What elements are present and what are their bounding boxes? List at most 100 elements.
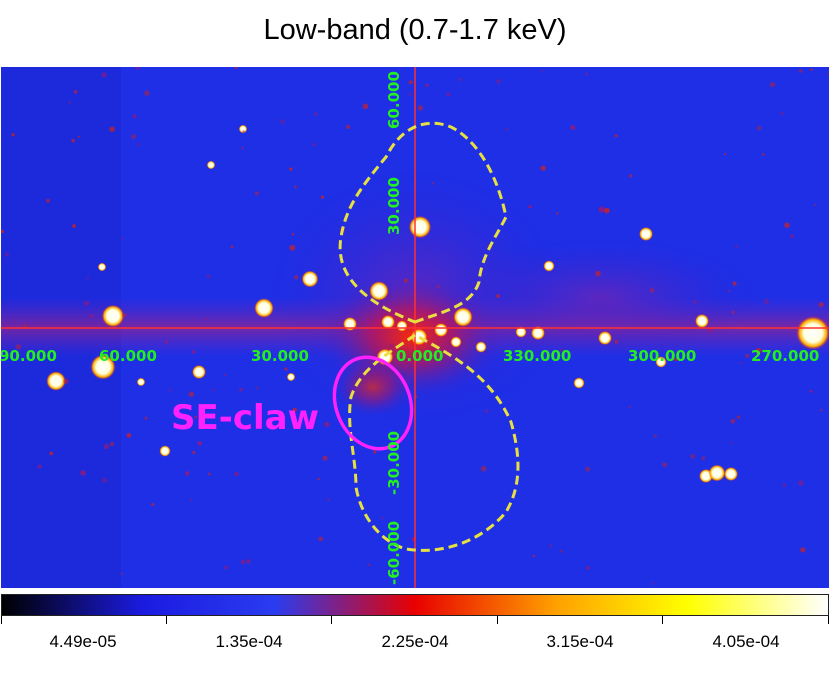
colorbar-gradient [1,594,829,616]
noise-speckle [15,344,22,350]
noise-speckle [293,275,299,280]
noise-speckle [292,407,297,413]
noise-speckle [109,126,115,132]
noise-speckle [322,455,328,461]
noise-speckle [345,124,351,130]
noise-speckle [103,443,110,450]
se-claw-region [332,355,414,451]
noise-speckle [814,203,817,206]
noise-speckle [131,134,137,140]
point-source [639,227,653,241]
figure-title: Low-band (0.7-1.7 keV) [263,14,567,46]
noise-speckle [797,480,804,486]
noise-speckle [68,101,71,104]
noise-speckle [496,294,500,298]
noise-speckle [809,389,813,393]
colorbar-label: 1.35e-04 [215,632,283,651]
noise-speckle [540,165,546,171]
noise-speckle [425,83,429,88]
noise-speckle [790,234,794,239]
colorbar-label: 4.05e-04 [712,632,780,651]
colorbar-label: 4.49e-05 [49,632,117,651]
noise-speckle [165,340,169,344]
point-source [695,314,709,328]
noise-speckle [246,559,251,564]
point-source [136,377,146,387]
point-source [515,326,527,338]
noise-speckle [800,547,806,553]
point-source [796,316,829,350]
noise-speckle [595,270,601,277]
point-source [90,354,116,380]
noise-speckle [381,516,384,520]
sky-map-canvas: SE-claw 90.000 60.000 30.000 0.000 330.0… [1,67,829,588]
noise-speckle [121,237,125,240]
colorbar-tick [662,616,663,624]
noise-speckle [653,434,657,438]
noise-speckle [190,498,193,502]
noise-speckle [126,433,132,438]
colorbar [1,594,829,616]
noise-speckle [194,415,197,419]
noise-speckle [769,81,776,88]
noise-speckle [403,304,406,307]
noise-speckle [662,462,668,468]
noise-speckle [532,555,535,558]
noise-speckle [730,418,736,424]
noise-speckle [693,299,698,304]
point-source [450,336,462,348]
noise-speckle [135,67,140,70]
point-source [573,377,585,389]
noise-speckle [240,559,246,565]
noise-speckle [585,466,591,472]
point-source [254,298,274,318]
y-tick-label: -30.000 [385,431,403,495]
x-tick-label: 0.000 [396,347,443,365]
point-source [343,317,357,331]
noise-speckle [86,276,90,280]
point-source [238,124,248,134]
noise-speckle [707,327,713,333]
noise-speckle [284,367,288,371]
noise-speckle [234,471,239,477]
noise-speckle [556,212,559,215]
x-tick-label: 60.000 [99,347,157,365]
noise-speckle [73,90,78,94]
point-source [159,445,171,457]
noise-speckle [614,339,619,344]
noise-speckle [598,206,605,213]
noise-speckle [4,252,9,257]
noise-speckle [723,153,726,156]
point-source [101,304,125,328]
noise-speckle [289,244,296,251]
noise-speckle [317,477,320,481]
noise-speckle [810,68,813,71]
y-tick-label: 60.000 [385,71,403,129]
noise-speckle [367,563,371,567]
noise-speckle [585,72,589,76]
noise-speckle [192,450,196,455]
colorbar-tick [166,616,167,624]
point-source [369,281,389,301]
noise-speckle [101,72,107,78]
noise-speckle [241,147,244,150]
noise-speckle [782,483,787,488]
noise-speckle [446,92,451,97]
noise-speckle [496,79,501,84]
y-tick-label: 30.000 [385,177,403,235]
noise-speckle [745,353,750,358]
noise-speckle [101,477,108,484]
noise-speckle [11,133,15,137]
noise-speckle [727,289,730,293]
point-source [97,262,107,272]
noise-speckle [144,90,150,96]
noise-speckle [614,134,618,138]
noise-speckle [735,245,738,248]
x-tick-label: 270.000 [751,347,819,365]
noise-speckle [313,112,318,117]
noise-speckle [318,536,324,542]
se-claw-emission [333,357,413,417]
noise-speckle [289,167,293,171]
contour-north-lobe [338,121,508,324]
noise-speckle [480,465,487,472]
